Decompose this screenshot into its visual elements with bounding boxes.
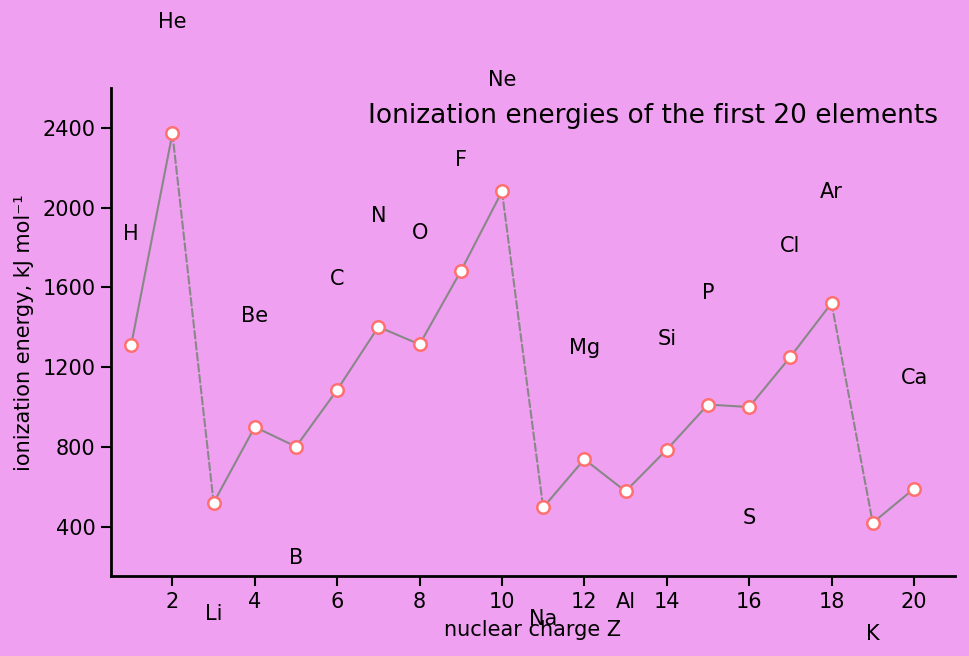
Text: H: H (123, 224, 139, 243)
Text: K: K (866, 624, 880, 644)
Text: Al: Al (616, 592, 636, 613)
Text: N: N (370, 206, 386, 226)
Text: He: He (158, 12, 187, 32)
Y-axis label: ionization energy, kJ mol⁻¹: ionization energy, kJ mol⁻¹ (14, 194, 34, 470)
Text: B: B (289, 548, 303, 568)
Text: Ne: Ne (487, 70, 516, 91)
Text: Li: Li (204, 604, 222, 624)
Text: F: F (454, 150, 467, 170)
Text: Na: Na (529, 609, 557, 628)
Text: Ar: Ar (820, 182, 843, 202)
X-axis label: nuclear charge Z: nuclear charge Z (445, 620, 621, 640)
Text: C: C (329, 269, 344, 289)
Text: Cl: Cl (780, 236, 800, 256)
Text: Ca: Ca (901, 367, 928, 388)
Text: O: O (412, 223, 428, 243)
Text: S: S (743, 508, 756, 528)
Text: Mg: Mg (569, 338, 600, 358)
Text: Be: Be (241, 306, 268, 326)
Text: Ionization energies of the first 20 elements: Ionization energies of the first 20 elem… (368, 102, 938, 129)
Text: P: P (702, 283, 714, 304)
Text: Si: Si (657, 329, 676, 348)
